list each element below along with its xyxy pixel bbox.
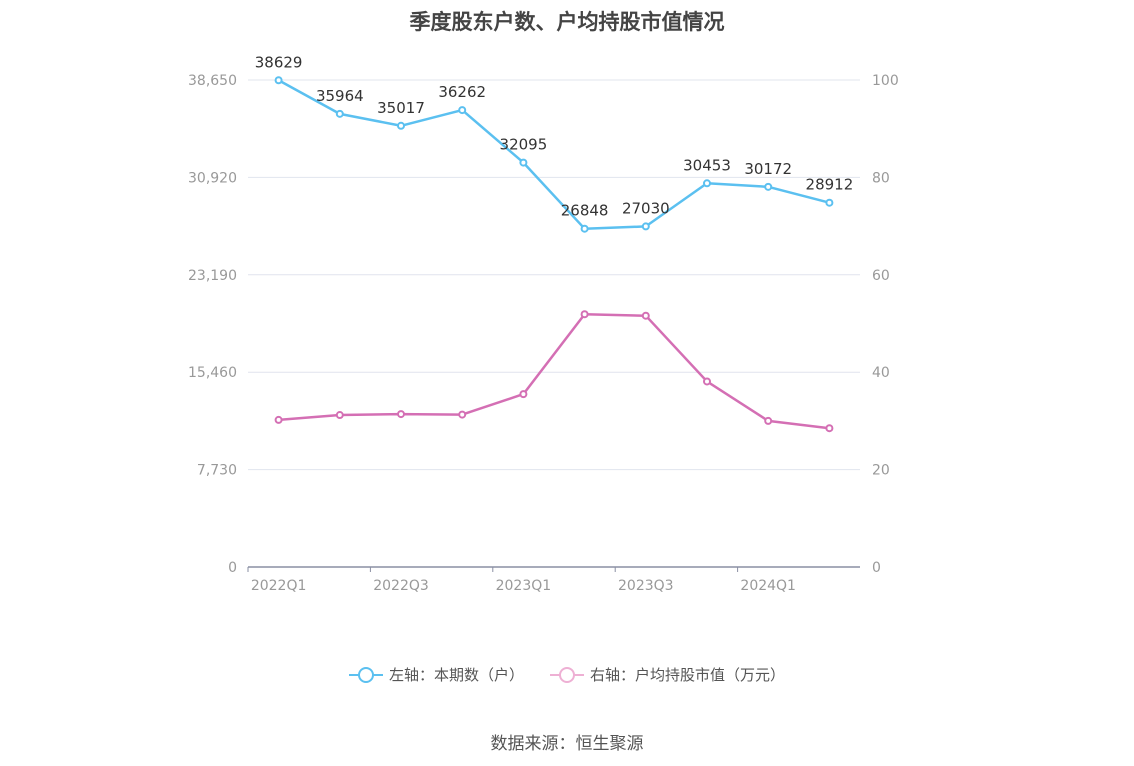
series-line-market-value — [278, 312, 830, 430]
right-axis-tick-label: 0 — [872, 560, 881, 576]
data-label-holders: 27030 — [622, 199, 670, 217]
data-point-market-value — [703, 377, 711, 386]
data-point-market-value — [519, 390, 528, 399]
data-label-holders: 28912 — [806, 176, 854, 194]
data-point-holders — [458, 106, 467, 115]
data-point-market-value — [397, 410, 405, 419]
legend-swatch-holders — [348, 666, 383, 683]
data-point-holders — [397, 121, 405, 130]
data-point-market-value — [641, 311, 650, 320]
data-point-holders — [825, 198, 834, 207]
data-point-holders — [519, 158, 528, 167]
left-axis-tick-label: 38,650 — [188, 73, 237, 89]
chart-title: 季度股东户数、户均持股市值情况 — [409, 10, 725, 34]
data-label-holders: 30453 — [683, 156, 731, 174]
data-label-holders: 38629 — [255, 53, 303, 71]
x-axis-tick-label: 2022Q1 — [251, 578, 307, 594]
x-axis-tick-label: 2023Q1 — [496, 578, 552, 594]
right-axis-tick-label: 20 — [872, 463, 890, 479]
right-axis-tick-label: 40 — [872, 365, 890, 381]
data-point-holders — [274, 76, 283, 85]
data-point-market-value — [580, 310, 589, 319]
data-label-holders: 32095 — [500, 136, 548, 154]
data-point-market-value — [764, 416, 773, 425]
data-label-holders: 36262 — [438, 83, 486, 101]
data-point-holders — [335, 109, 344, 118]
data-label-holders: 35964 — [316, 87, 364, 105]
data-point-market-value — [458, 410, 467, 419]
data-source: 数据来源：恒生聚源 — [490, 734, 644, 754]
x-axis-tick-label: 2023Q3 — [618, 578, 674, 594]
right-axis-tick-label: 60 — [872, 268, 890, 284]
legend-swatch-market-value — [550, 666, 584, 683]
data-point-holders — [580, 224, 589, 233]
legend-item-market-value[interactable]: 右轴：户均持股市值（万元） — [550, 664, 785, 685]
left-axis-tick-label: 0 — [228, 560, 237, 576]
left-axis-tick-label: 7,730 — [197, 463, 237, 479]
legend-label-holders: 左轴：本期数（户） — [388, 666, 524, 684]
data-point-market-value — [825, 424, 834, 433]
data-point-holders — [641, 222, 650, 231]
legend-label-market-value: 右轴：户均持股市值（万元） — [590, 666, 786, 684]
x-axis-tick-label: 2024Q1 — [740, 578, 796, 594]
data-label-holders: 35017 — [377, 99, 425, 117]
right-axis-tick-label: 80 — [872, 170, 890, 186]
left-axis-tick-label: 15,460 — [188, 365, 237, 381]
data-label-holders: 30172 — [744, 160, 792, 178]
data-point-market-value — [274, 415, 283, 424]
right-axis-tick-label: 100 — [872, 73, 899, 89]
x-axis-tick-label: 2022Q3 — [373, 578, 429, 594]
series-line-holders — [277, 79, 830, 230]
left-axis-tick-label: 23,190 — [188, 268, 237, 284]
data-point-market-value — [335, 411, 344, 420]
legend-item-holders[interactable]: 左轴：本期数（户） — [348, 664, 524, 685]
left-axis-tick-label: 30,920 — [188, 170, 237, 186]
data-point-holders — [764, 182, 773, 191]
chart-legend: 左轴：本期数（户） 右轴：户均持股市值（万元） — [0, 664, 1134, 685]
data-label-holders: 26848 — [561, 202, 609, 220]
data-point-holders — [703, 179, 711, 188]
